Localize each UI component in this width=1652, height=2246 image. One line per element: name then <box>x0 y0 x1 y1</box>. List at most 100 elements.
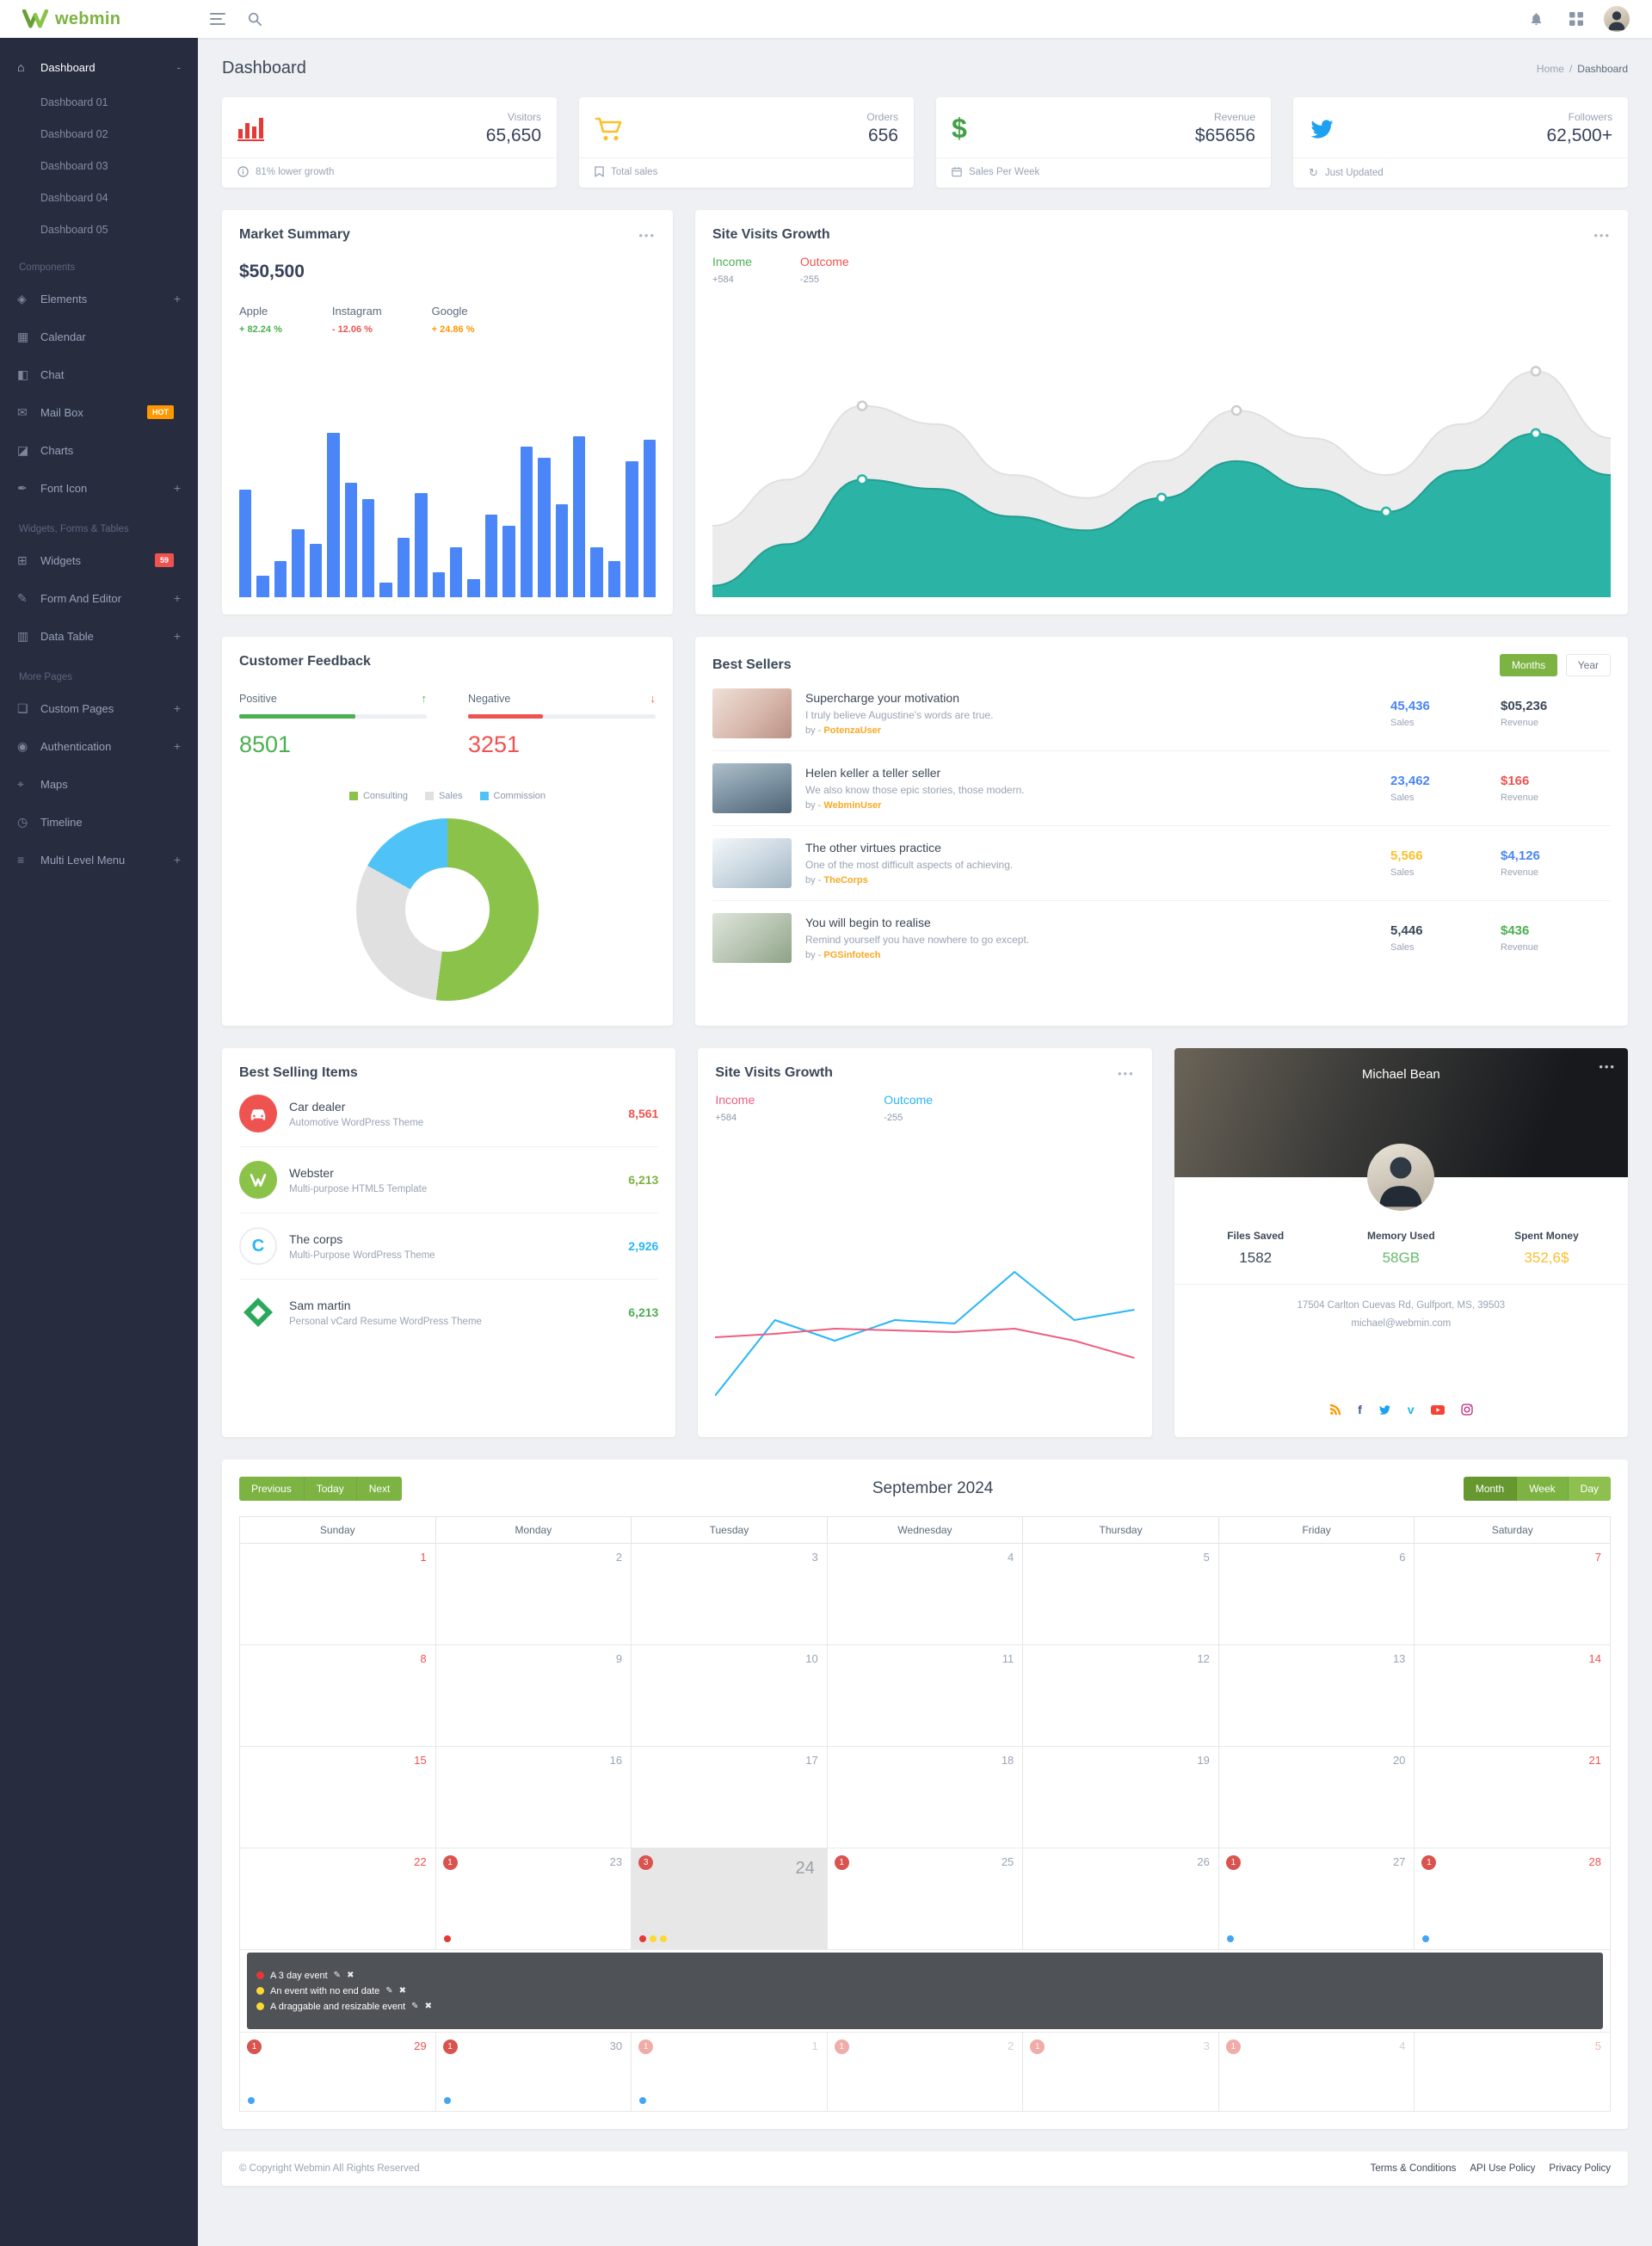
event-entry[interactable]: A draggable and resizable event ✎ ✖ <box>256 2002 1593 2012</box>
calendar-day-cell[interactable]: 12 <box>1023 1645 1219 1747</box>
calendar-day-cell[interactable]: 21 <box>1415 1747 1611 1848</box>
sidebar-toggle-button[interactable] <box>205 8 231 30</box>
author-link[interactable]: PGSinfotech <box>823 950 881 960</box>
calendar-week-view-button[interactable]: Week <box>1517 1477 1569 1501</box>
calendar-today-button[interactable]: Today <box>304 1477 357 1501</box>
expand-toggle-icon[interactable]: + <box>173 481 181 495</box>
breadcrumb-home[interactable]: Home <box>1536 62 1564 75</box>
calendar-previous-button[interactable]: Previous <box>239 1477 305 1501</box>
calendar-day-cell[interactable]: 9 <box>435 1645 632 1747</box>
calendar-month-view-button[interactable]: Month <box>1463 1477 1518 1501</box>
sidebar-item-form-and-editor[interactable]: ✎ Form And Editor + <box>0 579 198 617</box>
delete-event-icon[interactable]: ✖ <box>347 1971 354 1980</box>
youtube-icon[interactable] <box>1430 1404 1445 1416</box>
sidebar-item-authentication[interactable]: ◉ Authentication + <box>0 727 198 765</box>
months-toggle-button[interactable]: Months <box>1499 654 1558 676</box>
edit-event-icon[interactable]: ✎ <box>411 2002 419 2011</box>
card-menu-icon[interactable]: ••• <box>1593 228 1611 242</box>
sidebar-item-charts[interactable]: ◪ Charts <box>0 431 198 469</box>
calendar-day-cell[interactable]: 20 <box>1218 1747 1415 1848</box>
calendar-day-cell[interactable]: 30 1 <box>435 2033 632 2112</box>
brand[interactable]: webmin <box>0 9 198 29</box>
calendar-day-cell[interactable]: 18 <box>827 1747 1024 1848</box>
sidebar-item-dashboard[interactable]: ⌂ Dashboard - <box>0 48 198 86</box>
sidebar-subitem-dashboard-03[interactable]: Dashboard 03 <box>40 159 108 172</box>
expand-toggle-icon[interactable]: + <box>173 591 181 605</box>
expand-toggle-icon[interactable]: + <box>173 292 181 305</box>
calendar-day-cell[interactable]: 16 <box>435 1747 632 1848</box>
calendar-day-cell[interactable]: 24 3 <box>632 1848 828 1950</box>
event-count-badge[interactable]: 1 <box>1225 1855 1241 1870</box>
calendar-day-cell[interactable]: 28 1 <box>1415 1848 1611 1950</box>
event-entry[interactable]: A 3 day event ✎ ✖ <box>256 1971 1593 1981</box>
calendar-day-cell[interactable]: 6 <box>1218 1544 1415 1645</box>
card-menu-icon[interactable]: ••• <box>1599 1060 1616 1073</box>
calendar-day-cell[interactable]: 11 <box>827 1645 1024 1747</box>
event-count-badge[interactable]: 1 <box>442 2039 458 2054</box>
calendar-day-cell[interactable]: 10 <box>632 1645 828 1747</box>
calendar-day-cell[interactable]: 5 <box>1415 2033 1611 2112</box>
event-count-badge[interactable]: 1 <box>1030 2039 1045 2054</box>
sidebar-item-mail-box[interactable]: ✉ Mail Box HOT <box>0 393 198 431</box>
sidebar-subitem-dashboard-01[interactable]: Dashboard 01 <box>40 96 108 108</box>
apps-button[interactable] <box>1564 7 1588 31</box>
calendar-day-cell[interactable]: 27 1 <box>1218 1848 1415 1950</box>
calendar-day-cell[interactable]: 29 1 <box>240 2033 436 2112</box>
sidebar-item-calendar[interactable]: ▦ Calendar <box>0 318 198 355</box>
delete-event-icon[interactable]: ✖ <box>424 2002 432 2011</box>
calendar-day-cell[interactable]: 22 <box>240 1848 436 1950</box>
sidebar-item-elements[interactable]: ◈ Elements + <box>0 280 198 318</box>
instagram-icon[interactable] <box>1460 1404 1473 1416</box>
sidebar-subitem-dashboard-04[interactable]: Dashboard 04 <box>40 191 108 204</box>
author-link[interactable]: PotenzaUser <box>823 725 882 736</box>
facebook-icon[interactable]: f <box>1358 1403 1362 1416</box>
privacy-link[interactable]: Privacy Policy <box>1549 2163 1611 2174</box>
year-toggle-button[interactable]: Year <box>1565 654 1611 676</box>
sidebar-subitem-dashboard-05[interactable]: Dashboard 05 <box>40 223 108 236</box>
user-avatar[interactable] <box>1604 6 1630 32</box>
calendar-day-cell[interactable]: 2 <box>435 1544 632 1645</box>
rss-icon[interactable] <box>1329 1404 1341 1416</box>
sidebar-item-maps[interactable]: ⌖ Maps <box>0 765 198 803</box>
edit-event-icon[interactable]: ✎ <box>385 1986 393 1996</box>
expand-toggle-icon[interactable]: + <box>173 739 181 753</box>
event-count-badge[interactable]: 1 <box>1225 2039 1241 2054</box>
vimeo-icon[interactable]: v <box>1407 1403 1415 1416</box>
calendar-day-cell[interactable]: 8 <box>240 1645 436 1747</box>
calendar-day-cell[interactable]: 5 <box>1023 1544 1219 1645</box>
expand-toggle-icon[interactable]: + <box>173 701 181 715</box>
sidebar-item-data-table[interactable]: ▥ Data Table + <box>0 617 198 655</box>
card-menu-icon[interactable]: ••• <box>1118 1066 1135 1080</box>
twitter-icon[interactable] <box>1378 1404 1391 1416</box>
author-link[interactable]: TheCorps <box>823 875 868 885</box>
sidebar-item-widgets[interactable]: ⊞ Widgets 59 <box>0 541 198 579</box>
search-button[interactable] <box>243 7 267 31</box>
sidebar-item-font-icon[interactable]: ✒ Font Icon + <box>0 469 198 507</box>
calendar-day-view-button[interactable]: Day <box>1568 1477 1611 1501</box>
calendar-day-cell[interactable]: 15 <box>240 1747 436 1848</box>
calendar-day-cell[interactable]: 19 <box>1023 1747 1219 1848</box>
calendar-day-cell[interactable]: 4 <box>827 1544 1024 1645</box>
event-count-badge[interactable]: 1 <box>1421 1855 1437 1870</box>
calendar-day-cell[interactable]: 3 <box>632 1544 828 1645</box>
expand-toggle-icon[interactable]: + <box>173 629 181 643</box>
terms-link[interactable]: Terms & Conditions <box>1370 2163 1457 2174</box>
event-count-badge[interactable]: 1 <box>834 2039 849 2054</box>
delete-event-icon[interactable]: ✖ <box>398 1986 406 1996</box>
expand-toggle-icon[interactable]: + <box>173 853 181 867</box>
event-count-badge[interactable]: 1 <box>834 1855 849 1870</box>
calendar-day-cell[interactable]: 17 <box>632 1747 828 1848</box>
event-count-badge[interactable]: 1 <box>638 2039 654 2054</box>
sidebar-item-timeline[interactable]: ◷ Timeline <box>0 803 198 841</box>
event-entry[interactable]: An event with no end date ✎ ✖ <box>256 1986 1593 1996</box>
calendar-day-cell[interactable]: 23 1 <box>435 1848 632 1950</box>
profile-avatar[interactable] <box>1367 1144 1435 1211</box>
sidebar-item-multi-level-menu[interactable]: ≡ Multi Level Menu + <box>0 841 198 879</box>
sidebar-item-chat[interactable]: ◧ Chat <box>0 355 198 393</box>
edit-event-icon[interactable]: ✎ <box>333 1971 342 1980</box>
calendar-day-cell[interactable]: 25 1 <box>827 1848 1024 1950</box>
